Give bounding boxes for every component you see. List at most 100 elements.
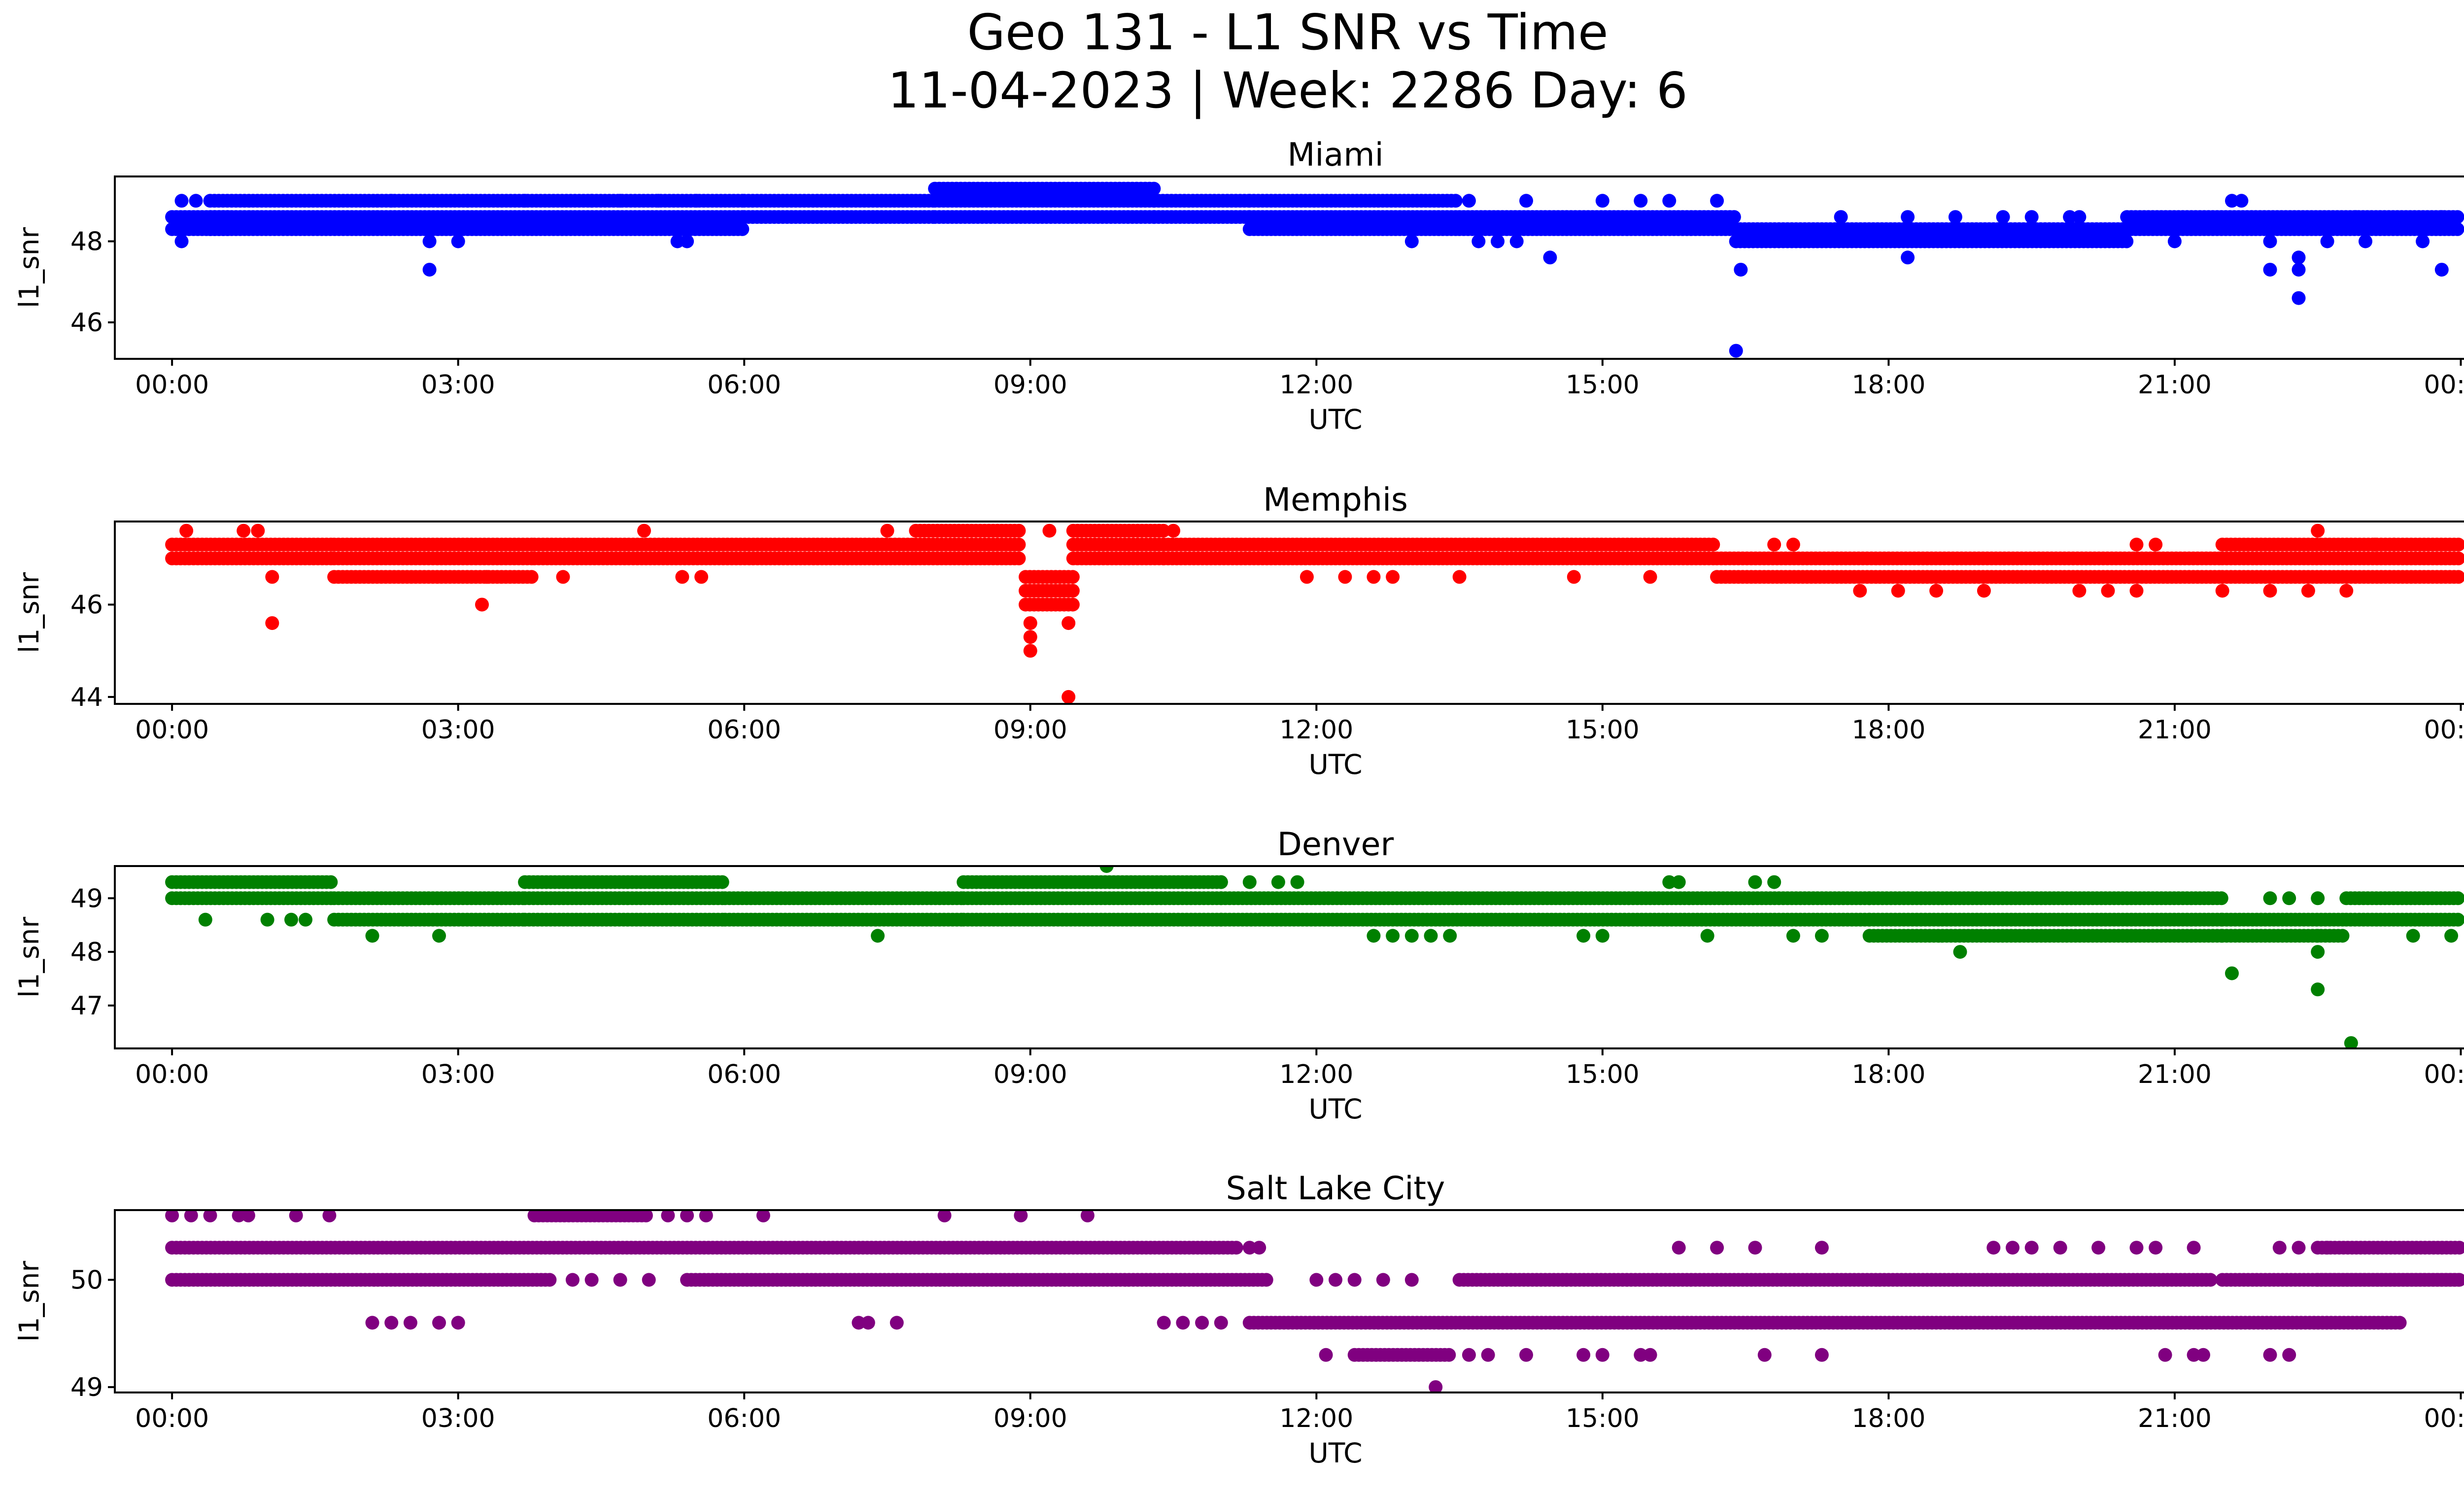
data-point [715,875,729,889]
data-point [1901,210,1915,224]
x-axis-label: UTC [1308,749,1362,780]
data-point [2320,234,2334,248]
data-point [1290,875,1304,889]
data-point [2149,537,2163,552]
data-point [1012,523,1026,538]
data-point [651,194,665,208]
data-point [1443,929,1457,943]
data-point [1662,875,1677,889]
data-point [670,234,684,248]
data-point [2450,210,2464,224]
data-point [2063,210,2077,224]
data-point [2225,194,2239,208]
data-point [1595,929,1609,943]
data-point [2129,537,2144,552]
data-point [1996,210,2010,224]
outlier-point [1023,630,1037,644]
data-point [1448,194,1463,208]
data-point [2263,891,2277,905]
data-point [524,570,539,584]
outlier-point [2344,1036,2358,1048]
x-tick-label: 15:00 [1566,1060,1640,1089]
y-axis-label: l1_snr [13,227,45,308]
scatter-points [165,866,2464,1048]
data-point [2024,210,2039,224]
outlier-point [2311,945,2325,959]
scatter-points [165,181,2464,358]
data-point [613,194,627,208]
data-point [1229,1241,1243,1255]
y-tick-label: 46 [70,308,103,338]
data-point [2451,551,2464,565]
data-point [1491,234,1505,248]
data-point [265,570,279,584]
data-point [1643,570,1657,584]
data-point [2129,584,2144,598]
data-point [1166,523,1180,538]
data-point [1214,875,1228,889]
subplot-title: Miami [1287,137,1383,174]
data-point [1147,181,1161,196]
data-point [1567,570,1581,584]
data-point [461,194,475,208]
data-point [1452,570,1467,584]
outlier-point [2311,982,2325,997]
outlier-point [2263,263,2277,277]
data-point [1748,875,1762,889]
data-point [2301,584,2315,598]
data-point [1156,523,1170,538]
x-tick-label: 15:00 [1566,715,1640,745]
data-point [1891,584,1905,598]
outlier-point [1953,945,1967,959]
outlier-point [422,263,437,277]
data-point [1727,210,1741,224]
data-point [1929,584,1944,598]
data-point [2101,584,2115,598]
data-point [179,523,194,538]
data-point [1977,584,1991,598]
data-point [1710,194,1724,208]
x-tick-label: 00:00 [2424,715,2464,745]
data-point [1509,234,1524,248]
data-point [680,234,694,248]
data-point [1404,929,1419,943]
axes-frame [114,175,2464,360]
outlier-point [265,616,279,630]
data-point [2282,891,2296,905]
data-point [174,234,189,248]
outlier-point [2225,966,2239,980]
data-point [1386,570,1400,584]
data-point [1576,929,1591,943]
data-point [689,194,704,208]
data-point [584,194,599,208]
data-point [1767,537,1781,552]
data-point [2451,912,2464,927]
data-point [1242,875,1257,889]
subplot-title: Denver [1277,826,1394,863]
data-point [871,929,885,943]
data-point [1300,570,1314,584]
data-point [735,222,750,236]
x-tick-label: 21:00 [2138,1060,2212,1089]
data-point [2368,537,2382,552]
data-point [299,912,312,927]
data-point [479,570,494,584]
data-point [2214,891,2228,905]
data-point [2215,584,2229,598]
x-tick-label: 18:00 [1851,715,1925,745]
x-tick-label: 12:00 [1279,1060,1353,1089]
data-point [1424,929,1438,943]
data-point [2311,523,2325,538]
data-point [2349,210,2363,224]
data-point [2451,570,2464,584]
x-axis-label: UTC [1308,1093,1362,1125]
y-tick-label: 46 [70,591,103,620]
data-point [2444,929,2459,943]
x-tick-label: 21:00 [2138,715,2212,745]
